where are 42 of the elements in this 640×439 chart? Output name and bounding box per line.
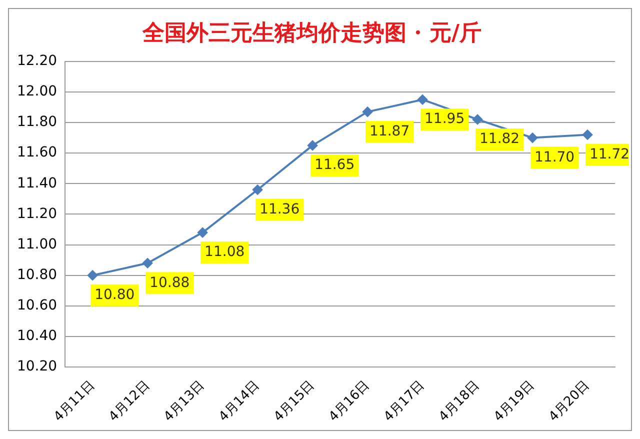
x-tick-label: 4月17日: [381, 378, 428, 425]
point: [472, 114, 483, 124]
y-tick-label: 11.40: [16, 175, 58, 192]
data-label: 10.88: [150, 274, 190, 291]
point: [252, 184, 263, 195]
chart-title: 全国外三元生猪均价走势图 · 元/斤: [141, 20, 482, 46]
y-tick-label: 12.00: [16, 84, 58, 100]
y-tick-label: 11.20: [16, 206, 58, 222]
y-tick-label: 11.00: [16, 236, 58, 252]
data-label: 10.80: [94, 286, 135, 303]
point: [308, 140, 318, 150]
data-label: 11.95: [424, 111, 465, 128]
data-label: 11.70: [534, 149, 575, 166]
data-label: 11.72: [589, 146, 630, 162]
y-tick-label: 12.20: [16, 53, 58, 70]
data-label: 11.82: [480, 131, 520, 148]
x-tick-label: 4月14日: [216, 378, 263, 425]
data-label: 11.36: [260, 201, 300, 218]
point: [88, 270, 98, 280]
y-tick-label: 10.40: [16, 328, 58, 344]
y-tick-label: 10.20: [16, 358, 58, 375]
x-tick-label: 4月20日: [546, 378, 593, 425]
data-label: 11.08: [204, 244, 245, 260]
data-label: 11.65: [314, 157, 355, 174]
point: [362, 106, 373, 117]
y-tick-label: 11.60: [16, 144, 58, 161]
x-tick-label: 4月19日: [491, 378, 538, 425]
point: [142, 258, 153, 268]
x-tick-label: 4月13日: [161, 378, 208, 425]
point: [582, 130, 593, 140]
y-tick-label: 10.80: [16, 266, 58, 283]
y-tick-label: 10.60: [16, 298, 58, 314]
x-tick-label: 4月15日: [271, 378, 318, 425]
x-tick-label: 4月18日: [436, 378, 483, 425]
data-label: 11.87: [370, 123, 410, 140]
x-tick-label: 4月16日: [326, 378, 373, 425]
point: [198, 228, 208, 238]
point: [418, 94, 428, 105]
point: [528, 132, 538, 143]
y-tick-label: 11.80: [16, 114, 58, 130]
x-tick-label: 4月11日: [51, 378, 98, 425]
x-tick-label: 4月12日: [106, 378, 153, 425]
